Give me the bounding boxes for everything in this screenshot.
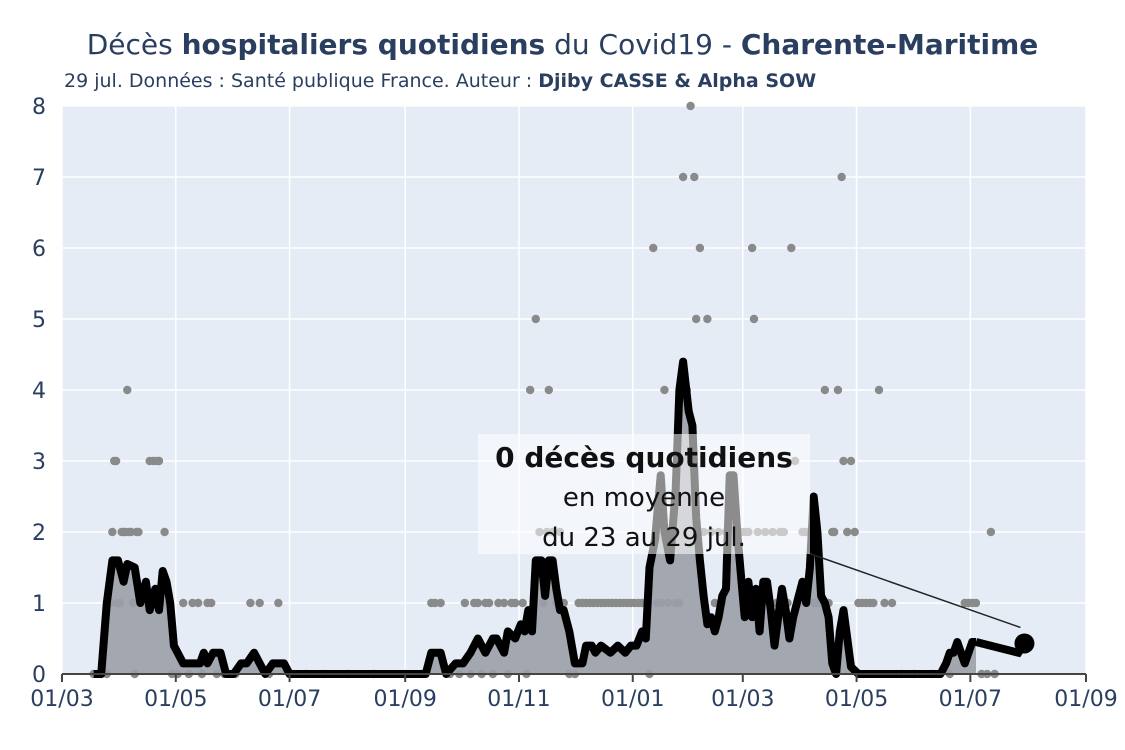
data-point	[880, 598, 889, 608]
data-point	[193, 598, 203, 608]
title-prefix: Décès	[86, 28, 182, 61]
data-point	[820, 385, 830, 395]
data-point	[274, 598, 283, 608]
title-middle: du Covid19 -	[545, 28, 741, 61]
title-bold: hospitaliers quotidiens	[181, 28, 546, 61]
y-tick-label: 5	[32, 308, 46, 333]
data-point	[678, 172, 688, 182]
x-tick-label: 01/05	[144, 687, 207, 712]
annotation-line1: 0 décès quotidiens	[495, 441, 793, 474]
data-point	[690, 172, 699, 182]
chart-subtitle: 29 jul. Données : Santé publique France.…	[64, 70, 816, 92]
subtitle-text: 29 jul. Données : Santé publique France.…	[64, 70, 539, 92]
data-point	[869, 598, 878, 608]
data-point	[833, 385, 843, 395]
y-tick-label: 1	[32, 592, 46, 617]
data-point	[874, 385, 884, 395]
data-point	[511, 598, 520, 608]
x-tick-label: 01/11	[487, 687, 550, 712]
data-point	[531, 314, 540, 324]
data-point	[484, 598, 494, 608]
y-tick-label: 8	[32, 95, 46, 120]
data-point	[829, 527, 839, 537]
x-tick-label: 01/03	[711, 687, 774, 712]
chart-title: Décès hospitaliers quotidiens du Covid19…	[0, 28, 1125, 61]
data-point	[255, 598, 264, 608]
y-tick-label: 7	[32, 166, 46, 191]
data-point	[850, 527, 859, 537]
data-point	[660, 385, 669, 395]
x-tick-label: 01/07	[258, 687, 321, 712]
data-point	[518, 598, 527, 608]
data-point	[154, 456, 164, 466]
data-point	[499, 598, 509, 608]
annotation-arrow	[807, 552, 1021, 629]
x-tick-label: 01/07	[939, 687, 1002, 712]
data-point	[108, 527, 117, 537]
data-point	[846, 456, 856, 466]
annotation-box: 0 décès quotidiens en moyenne du 23 au 2…	[478, 434, 810, 554]
data-point	[473, 598, 483, 608]
data-point	[649, 243, 658, 253]
x-tick-label: 01/09	[1054, 687, 1117, 712]
data-point	[787, 243, 796, 253]
data-point	[686, 101, 695, 111]
y-tick-label: 0	[32, 663, 46, 688]
data-point	[123, 385, 132, 395]
data-point	[111, 456, 121, 466]
average-line	[93, 357, 977, 678]
data-point	[436, 598, 445, 608]
y-tick-label: 3	[32, 450, 46, 475]
data-point	[971, 598, 981, 608]
x-tick-label: 01/03	[30, 687, 93, 712]
y-tick-label: 6	[32, 237, 46, 262]
x-tick-label: 01/09	[373, 687, 436, 712]
data-point	[986, 527, 996, 537]
data-point	[703, 314, 712, 324]
data-point	[134, 527, 143, 537]
data-point	[525, 385, 535, 395]
title-region: Charente-Maritime	[740, 28, 1039, 61]
x-tick-label: 01/01	[601, 687, 664, 712]
data-point	[839, 456, 848, 466]
data-point	[887, 598, 897, 608]
data-point	[246, 598, 255, 608]
last-value-marker	[1014, 633, 1035, 654]
data-point	[544, 385, 554, 395]
subtitle-authors: Djiby CASSE & Alpha SOW	[538, 70, 817, 92]
y-tick-label: 2	[32, 521, 46, 546]
data-point	[160, 527, 169, 537]
data-point	[179, 598, 188, 608]
annotation-line2: en moyenne	[562, 483, 726, 513]
data-point	[837, 172, 846, 182]
data-point	[695, 243, 705, 253]
x-tick-label: 01/05	[825, 687, 888, 712]
annotation-line3: du 23 au 29 jul.	[542, 523, 746, 553]
data-point	[207, 598, 216, 608]
data-point	[691, 314, 701, 324]
data-point	[747, 243, 757, 253]
y-tick-label: 4	[32, 379, 46, 404]
data-point	[843, 527, 852, 537]
data-point	[460, 598, 470, 608]
data-point	[749, 314, 759, 324]
